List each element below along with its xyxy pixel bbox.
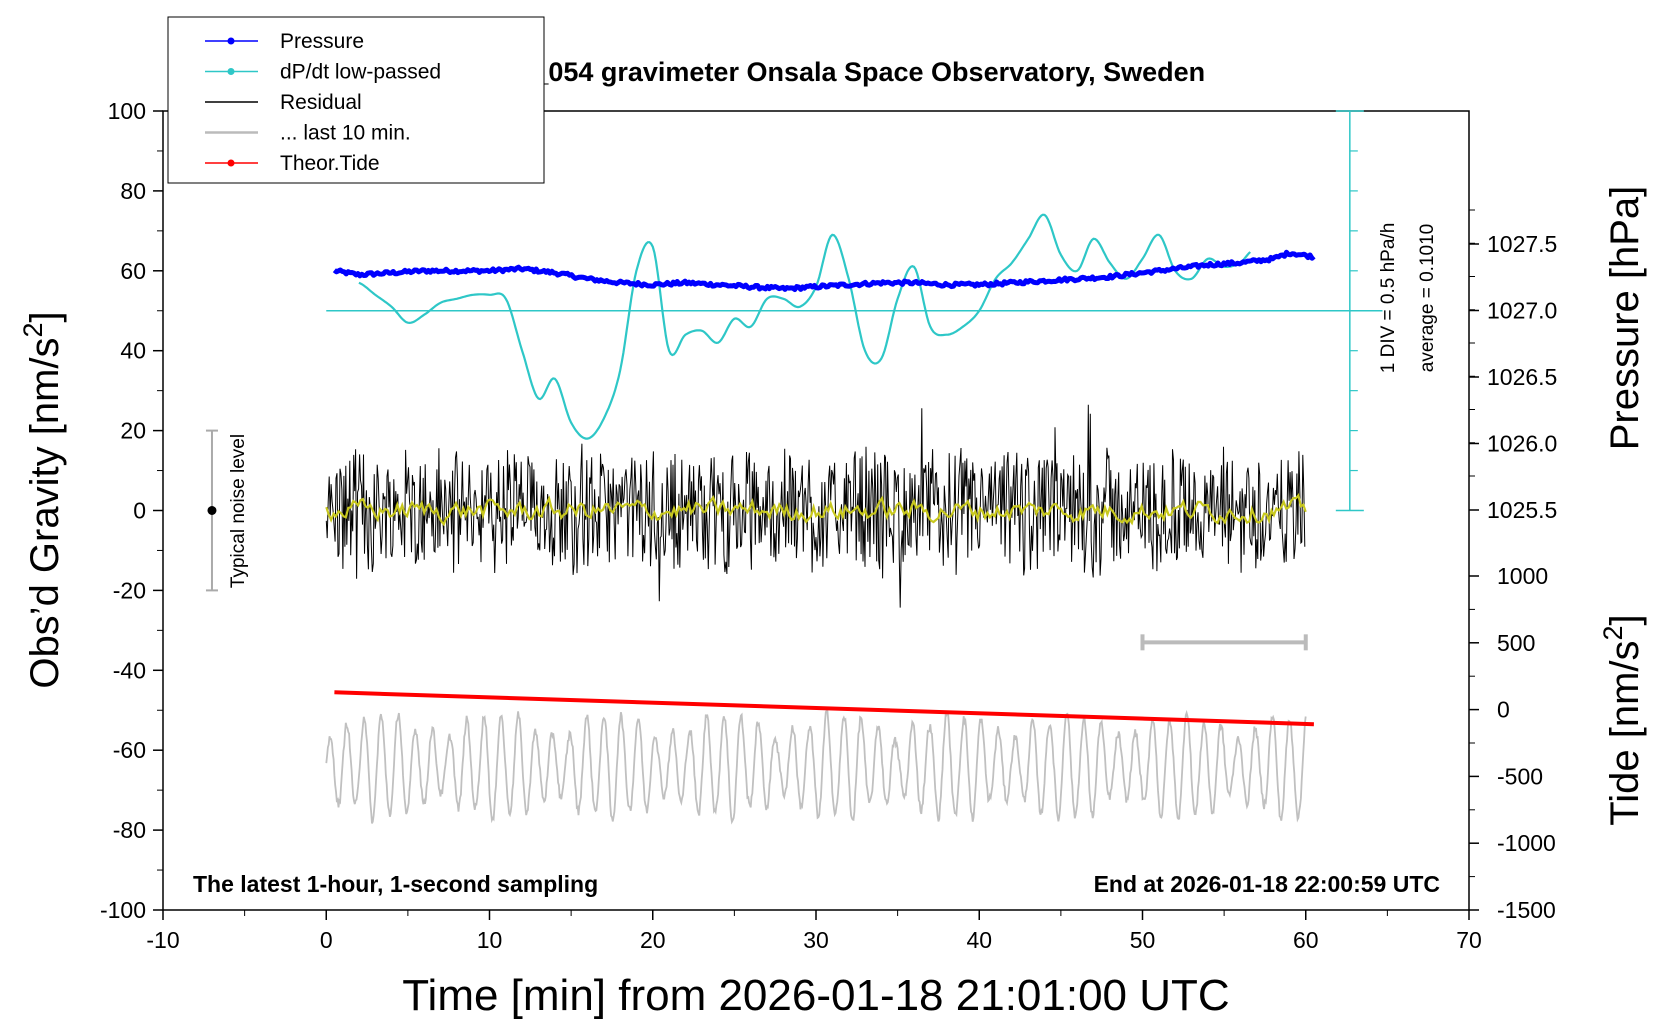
y-right-tide-label: Tide [nm/s2] bbox=[1598, 614, 1647, 825]
legend-box bbox=[167, 16, 545, 184]
legend-label: Theor.Tide bbox=[280, 152, 380, 175]
y-tick-label: 60 bbox=[120, 258, 146, 284]
tide-tick-label: 500 bbox=[1497, 630, 1535, 656]
last10-trace bbox=[325, 709, 1307, 825]
tide-tick-label: 1000 bbox=[1497, 563, 1548, 589]
footer-left: The latest 1-hour, 1-second sampling bbox=[193, 871, 598, 897]
y-tick-label: 80 bbox=[120, 178, 146, 204]
y-tick-label: 0 bbox=[133, 498, 146, 524]
tide-tick-label: 0 bbox=[1497, 697, 1510, 723]
x-axis-label: Time [min] from 2026-01-18 21:01:00 UTC bbox=[402, 971, 1229, 1020]
y-tick-label: -80 bbox=[113, 817, 146, 843]
x-tick-label: 50 bbox=[1130, 927, 1156, 953]
y-tick-label: -60 bbox=[113, 737, 146, 763]
y-tick-label: 100 bbox=[108, 98, 146, 124]
last-10min-bar bbox=[1140, 634, 1308, 651]
pressure-tick-label: 1027.5 bbox=[1487, 231, 1557, 257]
residual-trace bbox=[325, 404, 1306, 608]
legend-label: ... last 10 min. bbox=[280, 122, 411, 145]
y-tick-label: 40 bbox=[120, 338, 146, 364]
footer-right: End at 2026-01-18 22:00:59 UTC bbox=[1094, 871, 1440, 897]
x-tick-label: 10 bbox=[477, 927, 503, 953]
x-tick-label: 40 bbox=[966, 927, 992, 953]
chart-title: SCG_054 gravimeter Onsala Space Observat… bbox=[475, 57, 1205, 87]
noise-level-indicator bbox=[205, 429, 218, 592]
noise-level-label: Typical noise level bbox=[228, 434, 249, 588]
y-right-pressure-ticks: 1027.5 1027.0 1026.5 1026.0 1025.5 bbox=[1469, 209, 1557, 523]
y-tick-label: -100 bbox=[100, 897, 146, 923]
dpdt-scale-label: 1 DIV = 0.5 hPa/h bbox=[1378, 223, 1399, 374]
x-tick-label: 60 bbox=[1293, 927, 1319, 953]
legend-label: Pressure bbox=[280, 30, 364, 53]
y-left-ticks: 100 80 60 40 20 0 -20 -40 -60 -80 -100 bbox=[100, 98, 163, 923]
y-tick-label: 20 bbox=[120, 418, 146, 444]
x-tick-label: 20 bbox=[640, 927, 666, 953]
noise-center-dot bbox=[207, 506, 217, 515]
legend-marker bbox=[227, 68, 235, 75]
dpdt-series bbox=[358, 213, 1251, 440]
y-tick-label: -20 bbox=[113, 577, 146, 603]
theor-tide-series bbox=[334, 690, 1314, 727]
legend-label: Residual bbox=[280, 91, 362, 114]
x-tick-label: -10 bbox=[146, 927, 179, 953]
y-right-pressure-label: Pressure [hPa] bbox=[1603, 186, 1647, 451]
residual-smoothed-series bbox=[325, 492, 1307, 527]
legend-label: dP/dt low-passed bbox=[280, 61, 441, 84]
dpdt-average-label: average = 0.1010 bbox=[1417, 224, 1438, 372]
y-tick-label: -40 bbox=[113, 657, 146, 683]
legend: Pressure dP/dt low-passed Residual ... last… bbox=[167, 16, 545, 184]
tide-tick-label: -1500 bbox=[1497, 897, 1556, 923]
legend-marker bbox=[227, 37, 235, 45]
y-right-tide-ticks: 1000 500 0 -500 -1000 -1500 bbox=[1469, 563, 1556, 923]
legend-marker bbox=[227, 159, 235, 167]
y-left-axis-label: Obs’d Gravity [nm/s2] bbox=[18, 311, 67, 688]
residual-series bbox=[325, 404, 1306, 608]
pressure-tick-label: 1025.5 bbox=[1487, 497, 1557, 523]
pressure-series bbox=[332, 249, 1316, 293]
last-10min-series bbox=[325, 709, 1307, 825]
dpdt-scale-axis bbox=[1335, 110, 1364, 512]
pressure-tick-label: 1026.0 bbox=[1487, 431, 1557, 457]
tide-tick-label: -500 bbox=[1497, 763, 1543, 789]
x-tick-label: 70 bbox=[1456, 927, 1482, 953]
pressure-tick-label: 1026.5 bbox=[1487, 364, 1557, 390]
x-axis-ticks: -10 0 10 20 30 40 50 60 70 bbox=[146, 910, 1482, 953]
tide-tick-label: -1000 bbox=[1497, 830, 1556, 856]
x-tick-label: 30 bbox=[803, 927, 829, 953]
x-tick-label: 0 bbox=[320, 927, 333, 953]
pressure-tick-label: 1027.0 bbox=[1487, 298, 1557, 324]
